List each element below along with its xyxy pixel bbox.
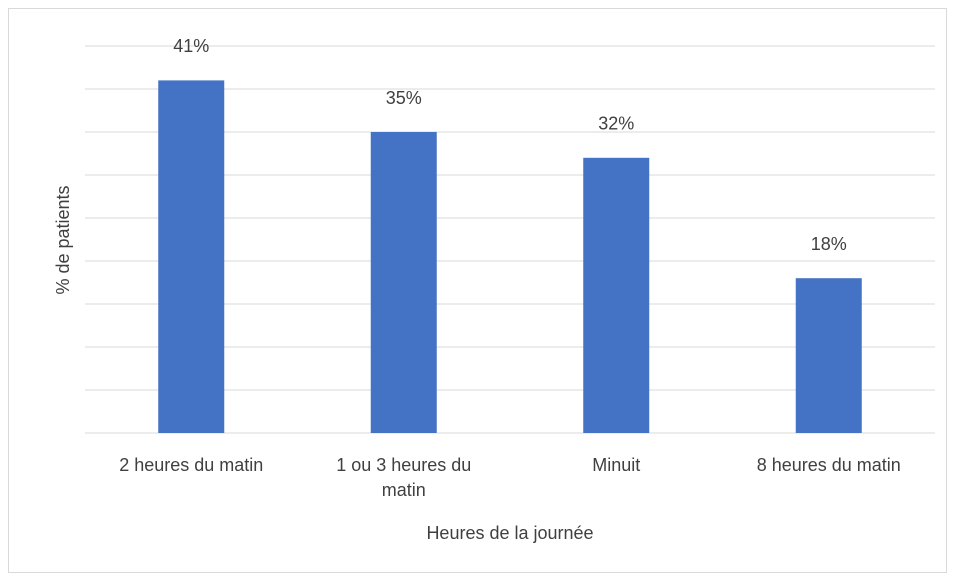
x-tick-label: 2 heures du matin: [119, 455, 263, 475]
x-tick-label: 8 heures du matin: [757, 455, 901, 475]
data-label: 35%: [386, 88, 422, 108]
bar: [583, 157, 650, 434]
data-label: 18%: [811, 234, 847, 254]
x-tick-label: Minuit: [592, 455, 640, 475]
y-axis-title: % de patients: [53, 185, 73, 294]
x-tick-label: 1 ou 3 heures du matin: [336, 455, 471, 500]
data-label: 32%: [598, 114, 634, 134]
x-axis-title: Heures de la journée: [426, 523, 593, 543]
bar: [158, 80, 225, 434]
bar: [370, 132, 437, 433]
data-label: 41%: [173, 36, 209, 56]
bar: [795, 278, 862, 433]
